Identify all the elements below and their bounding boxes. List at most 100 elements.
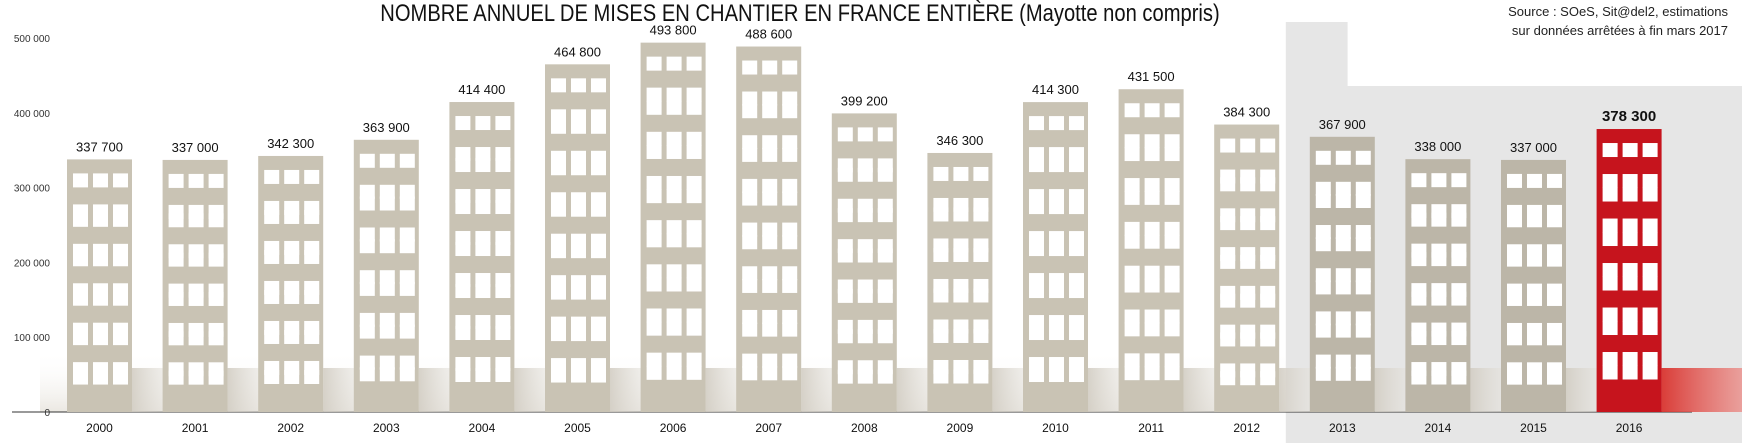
window: [646, 321, 662, 336]
window: [475, 147, 491, 162]
window: [591, 78, 606, 93]
window: [1260, 293, 1276, 308]
window: [1029, 158, 1044, 173]
window: [742, 235, 758, 250]
window: [762, 91, 778, 106]
window: [1355, 181, 1371, 196]
window: [93, 291, 108, 306]
window: [1069, 357, 1084, 372]
window: [188, 252, 204, 267]
window: [1220, 254, 1236, 269]
window: [646, 308, 662, 323]
x-tick-label: 2016: [1616, 421, 1643, 435]
window: [571, 161, 586, 176]
window: [1431, 331, 1447, 346]
window: [1431, 173, 1447, 188]
window: [1220, 371, 1236, 386]
window: [495, 368, 511, 383]
window: [1431, 252, 1447, 267]
window: [1260, 138, 1276, 153]
window: [1124, 234, 1140, 249]
window: [168, 291, 184, 306]
window: [1049, 158, 1064, 173]
window: [359, 324, 375, 339]
window: [1029, 231, 1044, 246]
window: [1642, 143, 1658, 158]
window: [304, 329, 320, 344]
window: [973, 328, 989, 343]
window: [399, 281, 415, 296]
window: [551, 327, 566, 342]
window: [762, 366, 778, 381]
window: [646, 144, 662, 159]
x-tick-label: 2005: [564, 421, 591, 435]
window: [264, 209, 280, 224]
window: [1260, 371, 1276, 386]
window: [1124, 322, 1140, 337]
window: [742, 309, 758, 324]
window: [1451, 212, 1467, 227]
window: [742, 178, 758, 193]
window: [1527, 370, 1542, 385]
window: [264, 289, 280, 304]
window: [1602, 143, 1618, 158]
window: [666, 308, 682, 323]
window: [495, 200, 511, 215]
window: [666, 56, 682, 71]
window: [304, 209, 320, 224]
window: [551, 161, 566, 176]
window: [379, 281, 395, 296]
window: [1069, 284, 1084, 299]
y-tick-label: 0: [44, 408, 50, 419]
window: [188, 331, 204, 346]
window: [1642, 321, 1658, 336]
window: [1642, 276, 1658, 291]
window: [646, 87, 662, 102]
window: [1029, 189, 1044, 204]
window: [837, 167, 853, 182]
window: [399, 355, 415, 370]
window: [686, 189, 702, 204]
window: [646, 277, 662, 292]
window: [782, 222, 798, 237]
window: [1220, 216, 1236, 231]
window: [1124, 178, 1140, 193]
window: [399, 312, 415, 327]
window: [455, 315, 471, 330]
window: [1355, 194, 1371, 209]
window: [1507, 291, 1522, 306]
value-label: 363 900: [363, 120, 410, 135]
window: [762, 135, 778, 150]
window: [1315, 366, 1331, 381]
window: [1049, 147, 1064, 162]
window: [973, 207, 989, 222]
window: [475, 273, 491, 288]
x-tick-label: 2011: [1138, 421, 1164, 435]
window: [455, 231, 471, 246]
window: [1069, 200, 1084, 215]
window: [73, 370, 88, 385]
window: [1507, 173, 1522, 188]
window: [1029, 273, 1044, 288]
window: [359, 196, 375, 211]
window: [1411, 212, 1427, 227]
window: [113, 252, 128, 267]
window: [782, 135, 798, 150]
window: [782, 366, 798, 381]
window: [208, 331, 224, 346]
window: [379, 227, 395, 242]
window: [1451, 331, 1467, 346]
window: [742, 191, 758, 206]
value-label: 431 500: [1128, 69, 1175, 84]
window: [782, 104, 798, 119]
window: [399, 270, 415, 285]
window: [1335, 366, 1351, 381]
window: [762, 235, 778, 250]
window: [782, 322, 798, 337]
window: [1431, 291, 1447, 306]
window: [1335, 225, 1351, 240]
window: [379, 312, 395, 327]
window: [1355, 225, 1371, 240]
window: [1069, 158, 1084, 173]
